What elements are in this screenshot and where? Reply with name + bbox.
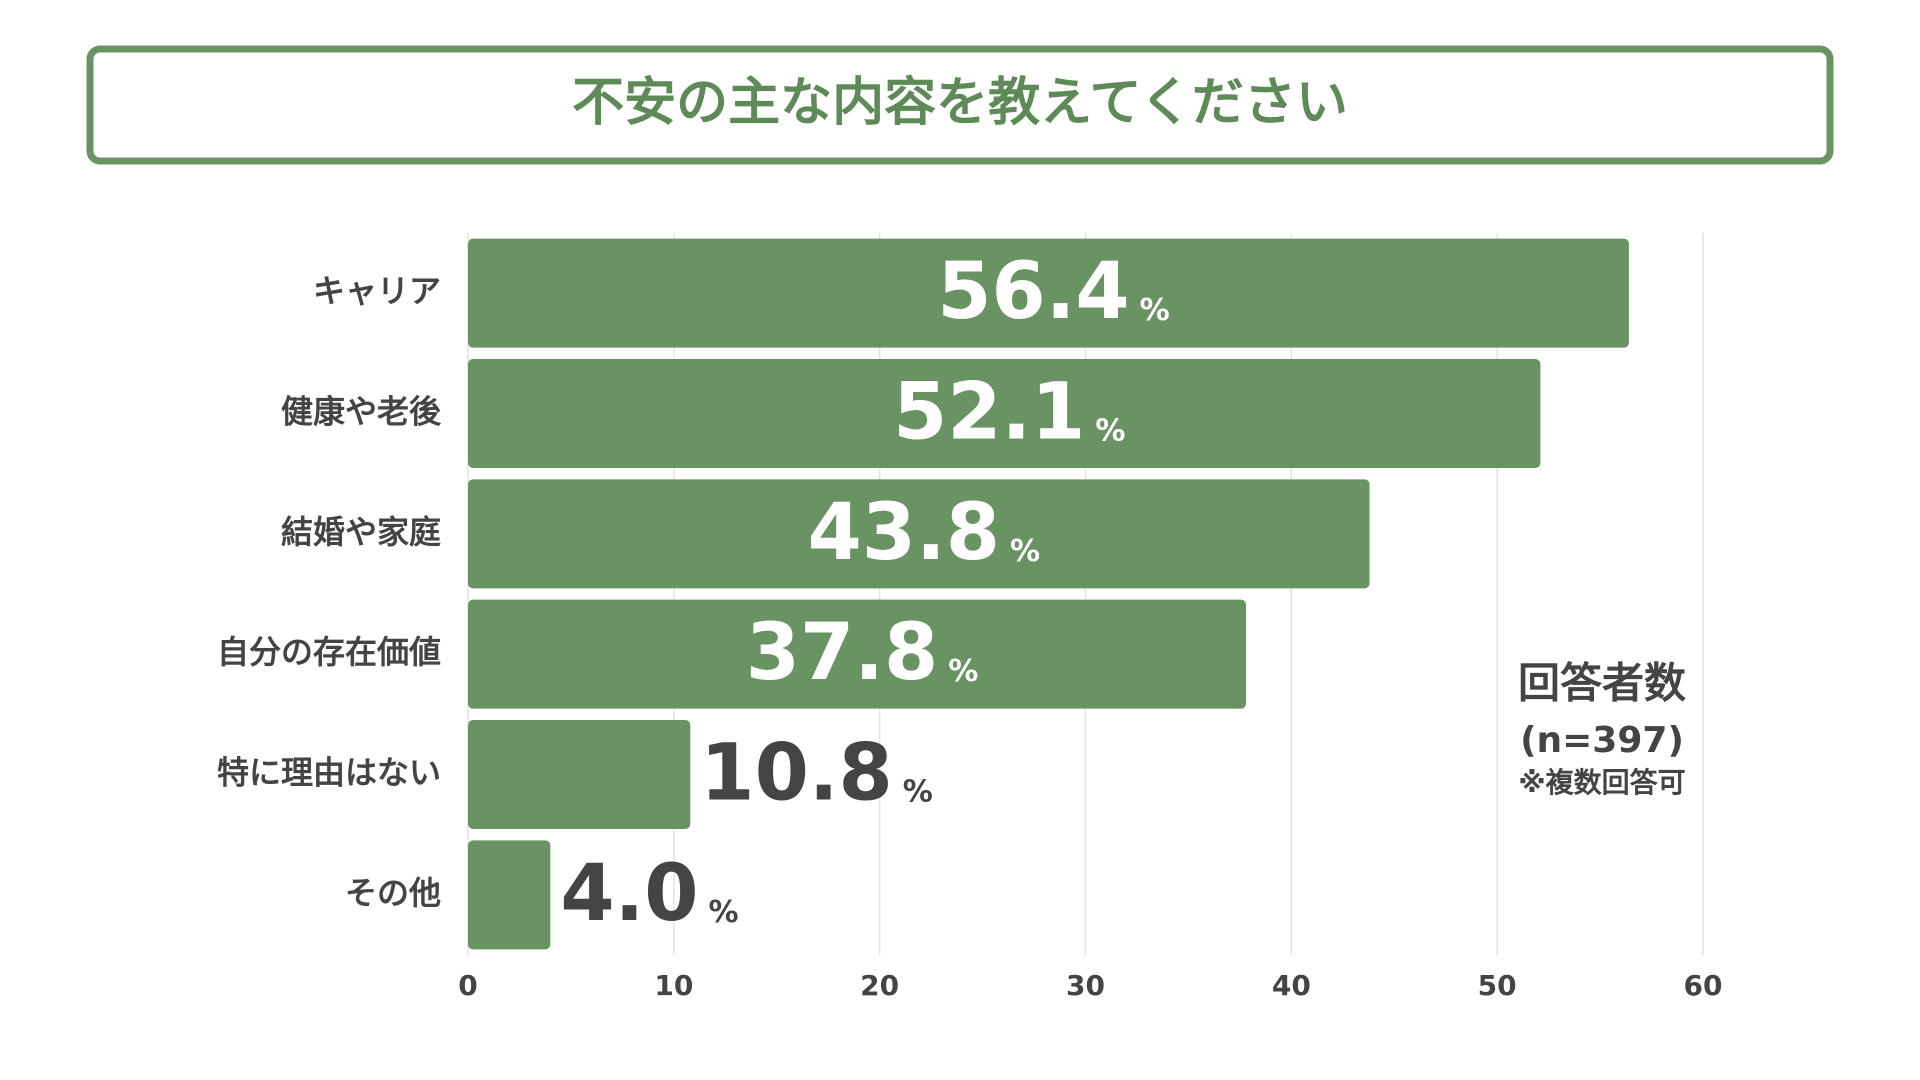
- value-number: 10.8: [700, 729, 892, 819]
- x-tick-label: 0: [458, 969, 477, 1002]
- x-tick-label: 20: [860, 969, 899, 1002]
- y-tick-label: 特に理由はない: [217, 754, 441, 792]
- y-tick-label: その他: [345, 874, 441, 912]
- value-label: 43.8%: [808, 488, 1041, 578]
- value-number: 4.0: [560, 849, 698, 939]
- bar: [468, 238, 1629, 348]
- value-label: 56.4%: [937, 248, 1170, 338]
- value-label: 37.8%: [746, 609, 979, 699]
- value-number: 37.8: [746, 609, 938, 699]
- value-unit: %: [1010, 533, 1040, 568]
- value-number: 56.4: [937, 248, 1129, 338]
- chart-title: 不安の主な内容を教えてください: [572, 73, 1348, 133]
- title-box: [86, 45, 1834, 165]
- bar: [468, 359, 1541, 468]
- value-unit: %: [903, 774, 933, 809]
- y-tick-label: 健康や老後: [281, 393, 442, 431]
- x-tick-label: 40: [1272, 969, 1311, 1002]
- value-label: 4.0%: [560, 849, 738, 939]
- value-unit: %: [709, 894, 739, 929]
- value-unit: %: [1140, 293, 1170, 328]
- value-label: 52.1%: [893, 368, 1126, 458]
- bar: [468, 720, 691, 829]
- annotation: 回答者数: [1518, 659, 1686, 708]
- bar: [468, 599, 1247, 709]
- value-unit: %: [948, 654, 978, 689]
- x-tick-label: 30: [1066, 969, 1105, 1002]
- value-number: 52.1: [893, 368, 1085, 458]
- value-number: 43.8: [808, 488, 1000, 578]
- annotation: ※複数回答可: [1518, 766, 1685, 799]
- x-tick-label: 60: [1684, 969, 1723, 1002]
- bar: [468, 479, 1370, 589]
- x-tick-label: 10: [654, 969, 693, 1002]
- y-tick-label: キャリア: [313, 272, 441, 310]
- value-label: 10.8%: [700, 729, 933, 819]
- x-tick-label: 50: [1478, 969, 1517, 1002]
- value-unit: %: [1095, 413, 1125, 448]
- annotation: (n=397): [1520, 720, 1684, 761]
- y-tick-label: 結婚や家庭: [281, 513, 441, 551]
- bar: [468, 840, 551, 950]
- y-tick-label: 自分の存在価値: [217, 633, 441, 671]
